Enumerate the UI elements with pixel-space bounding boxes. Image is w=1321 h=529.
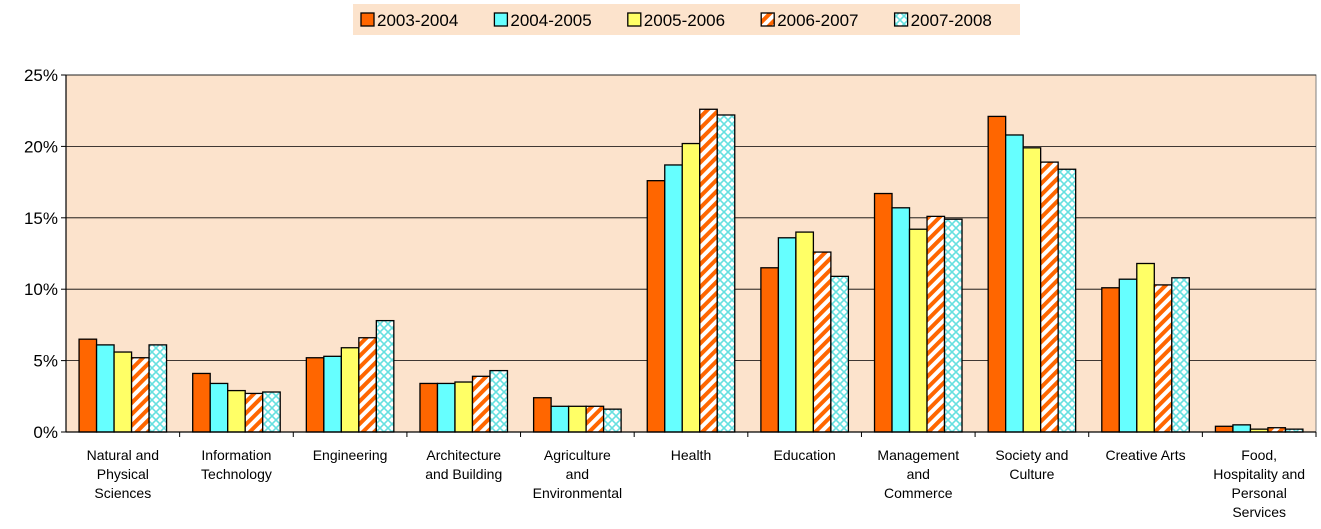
bar — [1118, 278, 1138, 433]
legend-swatch — [627, 12, 642, 27]
y-tick-label: 0% — [33, 423, 58, 442]
x-axis-labels: Natural and Physical Sciences Information Te… — [87, 447, 1305, 520]
bar — [148, 344, 168, 433]
bar — [1101, 287, 1120, 433]
bar — [1267, 427, 1287, 433]
bar — [419, 382, 439, 433]
bars — [78, 108, 1304, 433]
bar — [113, 351, 133, 433]
bar — [1022, 147, 1042, 433]
bar — [1214, 425, 1234, 433]
bar — [891, 207, 911, 433]
bar — [227, 389, 246, 433]
bar — [340, 347, 360, 433]
x-category-label: Natural and Physical Sciences — [87, 447, 159, 501]
x-category-label: Food, Hospitality and Personal Services — [1213, 447, 1305, 520]
bar — [471, 375, 491, 433]
x-category-label: Education — [773, 447, 835, 463]
bar — [812, 251, 832, 433]
bar — [873, 192, 893, 433]
bar — [716, 114, 736, 433]
bar — [130, 357, 150, 433]
bar — [795, 231, 815, 433]
bar — [375, 319, 395, 433]
bar — [830, 275, 850, 433]
y-tick-label: 5% — [33, 352, 58, 371]
legend-swatch — [360, 12, 375, 27]
bar — [532, 397, 552, 433]
bar — [664, 164, 683, 433]
bar — [1171, 277, 1190, 433]
y-tick-label: 15% — [24, 209, 58, 228]
y-tick-label: 10% — [24, 280, 58, 299]
bar — [262, 391, 281, 433]
y-tick-label: 25% — [24, 66, 58, 85]
y-tick-label: 20% — [24, 137, 58, 156]
bar — [1153, 284, 1173, 433]
bar — [1136, 262, 1155, 433]
x-category-label: Engineering — [313, 447, 388, 463]
bar — [323, 355, 342, 433]
axes — [65, 75, 1317, 437]
bar — [943, 218, 963, 433]
legend-label: 2006-2007 — [777, 11, 858, 30]
bar — [908, 228, 928, 433]
x-category-label: Health — [671, 447, 711, 463]
bar — [646, 180, 666, 433]
bar — [550, 405, 570, 433]
bar — [760, 267, 780, 433]
bar — [777, 237, 797, 433]
bar — [489, 369, 509, 433]
legend: 2003-2004 2004-2005 2005-2006 2006-2007 2007… — [353, 4, 1020, 35]
x-category-label: Agriculture and Environmental — [533, 447, 623, 501]
bar — [1232, 424, 1252, 433]
bar — [1005, 134, 1024, 433]
bar — [1057, 168, 1077, 433]
legend-label: 2007-2008 — [911, 11, 992, 30]
legend-label: 2005-2006 — [644, 11, 725, 30]
bar — [95, 344, 115, 433]
y-axis-ticks: 0% 5% 10% 15% 20% 25% — [24, 66, 66, 442]
legend-swatch — [760, 12, 775, 27]
bar — [1040, 161, 1059, 433]
bar — [602, 408, 622, 433]
bar — [681, 142, 701, 433]
bar — [305, 357, 325, 433]
bar — [585, 405, 605, 433]
legend-label: 2003-2004 — [377, 11, 458, 30]
legend-swatch — [893, 12, 909, 27]
legend-label: 2004-2005 — [510, 11, 591, 30]
bar — [987, 115, 1007, 433]
bar — [358, 337, 377, 433]
bar — [926, 215, 946, 433]
x-category-label: Information Technology — [201, 447, 272, 482]
x-category-label: Architecture and Building — [425, 447, 502, 482]
bar — [699, 108, 718, 433]
x-category-label: Management and Commerce — [877, 447, 959, 501]
bar — [436, 382, 456, 433]
bar — [567, 405, 587, 433]
bar — [192, 372, 211, 433]
bar — [244, 392, 264, 433]
bar — [78, 338, 98, 433]
x-category-label: Creative Arts — [1105, 447, 1185, 463]
legend-box — [353, 4, 1020, 35]
bar — [454, 381, 474, 433]
bar — [209, 382, 229, 433]
x-category-label: Society and Culture — [995, 447, 1068, 482]
legend-swatch — [493, 12, 509, 27]
